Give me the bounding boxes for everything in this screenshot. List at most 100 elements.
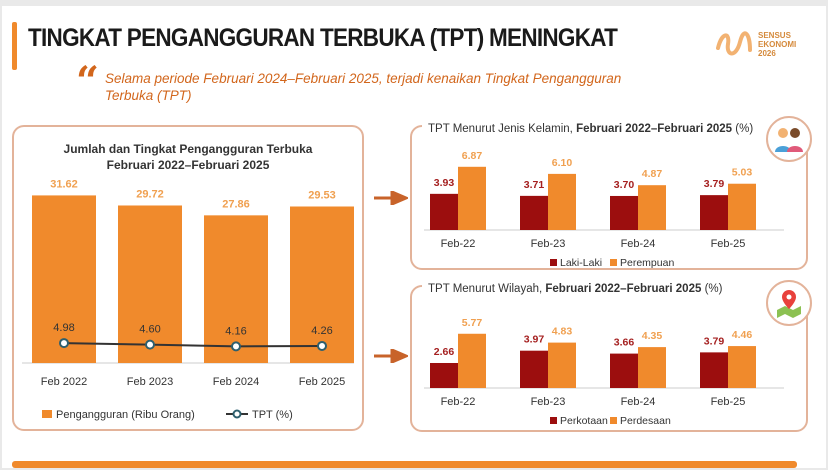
chart-title: Jumlah dan Tingkat Pengangguran Terbuka (64, 142, 313, 156)
chart-wilayah: TPT Menurut Wilayah, Februari 2022–Febru… (422, 281, 784, 427)
legend-label: Laki-Laki (560, 257, 602, 269)
x-tick-label: Feb 2023 (127, 376, 173, 388)
legend-label: Perkotaan (560, 415, 608, 427)
x-tick-label: Feb 2024 (213, 376, 259, 388)
bar-label: 3.71 (524, 179, 545, 191)
people-icon (766, 116, 812, 162)
bar (700, 352, 728, 388)
bar-label: 4.35 (642, 330, 663, 342)
tpt-point (231, 341, 241, 352)
bar-label: 29.53 (308, 189, 336, 201)
bar (728, 346, 756, 388)
bar-label: 6.10 (552, 157, 573, 169)
panel-jumlah-tpt: Jumlah dan Tingkat Pengangguran Terbuka F… (12, 125, 364, 431)
chart-jumlah-tpt: Jumlah dan Tingkat Pengangguran Terbuka F… (22, 142, 354, 421)
bar (458, 333, 486, 388)
bar-label: 4.46 (732, 329, 753, 341)
sensus-ekonomi-logo: SENSUS EKONOMI 2026 (714, 28, 796, 60)
quote-icon: “ (76, 58, 100, 105)
bar-label: 3.79 (704, 178, 725, 190)
bar-label: 31.62 (50, 178, 78, 190)
bar (204, 215, 268, 363)
title-background (422, 281, 778, 295)
x-tick-label: Feb 2022 (41, 376, 87, 388)
tpt-point (145, 339, 155, 350)
line-label: 4.16 (225, 325, 246, 337)
bar (610, 195, 638, 230)
legend-marker (232, 409, 242, 419)
panel-wilayah: TPT Menurut Wilayah, Februari 2022–Febru… (410, 281, 808, 432)
bar (290, 206, 354, 363)
line-label: 4.26 (311, 325, 332, 337)
bar (32, 195, 96, 363)
x-tick-label: Feb-22 (441, 396, 476, 408)
bar (638, 347, 666, 388)
legend-swatch (610, 259, 617, 266)
bar-label: 6.87 (462, 150, 483, 162)
chart-jenis-kelamin: TPT Menurut Jenis Kelamin, Februari 2022… (422, 121, 784, 269)
bar-label: 3.66 (614, 337, 635, 349)
legend-swatch (550, 259, 557, 266)
bar-label: 3.70 (614, 179, 635, 191)
bar-label: 3.97 (524, 334, 545, 346)
x-tick-label: Feb-24 (621, 238, 656, 250)
bar-label: 4.83 (552, 326, 573, 338)
panel-jenis-kelamin: TPT Menurut Jenis Kelamin, Februari 2022… (410, 121, 808, 270)
bar (638, 185, 666, 230)
title-accent-bar (12, 22, 17, 70)
bar-label: 3.93 (434, 177, 455, 189)
quote-text: Selama periode Februari 2024–Februari 20… (105, 71, 622, 103)
legend-label: Perempuan (620, 257, 674, 269)
x-tick-label: Feb-25 (711, 396, 746, 408)
x-tick-label: Feb-22 (441, 238, 476, 250)
logo-text: 2026 (758, 48, 776, 58)
chart-subtitle: Februari 2022–Februari 2025 (107, 158, 270, 172)
legend-swatch (610, 417, 617, 424)
legend-label: TPT (%) (252, 409, 293, 421)
arrow-right-icon (374, 191, 408, 205)
bar-label: 3.79 (704, 335, 725, 347)
slide: TINGKAT PENGANGGURAN TERBUKA (TPT) MENIN… (2, 6, 826, 468)
line-label: 4.60 (139, 324, 160, 336)
x-tick-label: Feb 2025 (299, 376, 345, 388)
bar (700, 195, 728, 230)
bar-label: 5.77 (462, 317, 483, 329)
logo-text: SENSUS (758, 30, 791, 40)
x-tick-label: Feb-24 (621, 396, 656, 408)
tpt-line (63, 342, 323, 348)
bar (458, 166, 486, 230)
legend-label: Perdesaan (620, 415, 671, 427)
x-tick-label: Feb-25 (711, 238, 746, 250)
bar (430, 193, 458, 230)
logo-icon (716, 31, 752, 56)
bar-label: 27.86 (222, 198, 250, 210)
title-background (422, 121, 778, 135)
legend-label: Pengangguran (Ribu Orang) (56, 409, 195, 421)
legend-swatch (42, 410, 52, 418)
tpt-point (59, 338, 69, 349)
bar (728, 183, 756, 230)
bar (520, 195, 548, 230)
line-label: 4.98 (53, 322, 74, 334)
bar (548, 342, 576, 388)
logo-text: EKONOMI (758, 39, 797, 49)
bar (610, 353, 638, 388)
bar (118, 205, 182, 363)
bar-label: 2.66 (434, 346, 455, 358)
bar (548, 173, 576, 230)
x-tick-label: Feb-23 (531, 238, 566, 250)
bar (520, 350, 548, 388)
map-pin-icon (766, 280, 812, 326)
page-title: TINGKAT PENGANGGURAN TERBUKA (TPT) MENIN… (28, 24, 618, 52)
arrow-right-icon (374, 349, 408, 363)
bar-label: 29.72 (136, 188, 164, 200)
bar (430, 362, 458, 388)
footer-bar (12, 461, 797, 468)
x-tick-label: Feb-23 (531, 396, 566, 408)
legend-swatch (550, 417, 557, 424)
chart-title: TPT Menurut Jenis Kelamin, Februari 2022… (428, 123, 753, 135)
bar-label: 4.87 (642, 168, 663, 180)
bar-label: 5.03 (732, 167, 753, 179)
tpt-point (317, 340, 327, 351)
chart-title: TPT Menurut Wilayah, Februari 2022–Febru… (428, 283, 723, 295)
